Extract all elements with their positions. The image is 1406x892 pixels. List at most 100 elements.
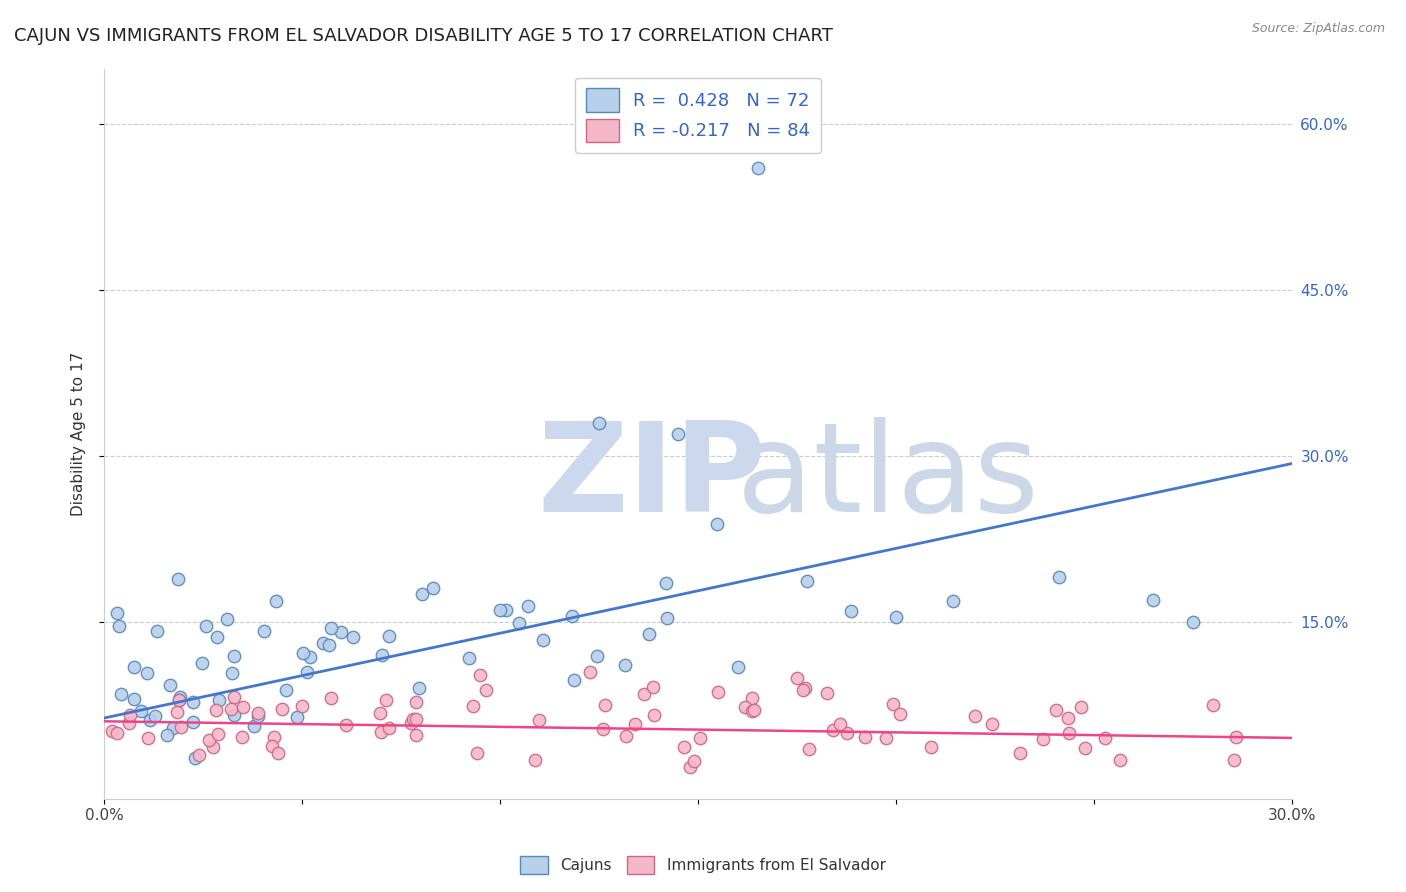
- Point: [624, 717, 647, 731]
- Point: [124, 691, 146, 706]
- Point: [734, 699, 756, 714]
- Point: [242, 719, 264, 733]
- Point: [585, 648, 607, 663]
- Point: [136, 731, 159, 745]
- Text: CAJUN VS IMMIGRANTS FROM EL SALVADOR DISABILITY AGE 5 TO 17 CORRELATION CHART: CAJUN VS IMMIGRANTS FROM EL SALVADOR DIS…: [14, 27, 832, 45]
- Point: [405, 695, 427, 709]
- Point: [613, 657, 636, 672]
- Text: ZIP: ZIP: [538, 417, 766, 538]
- Point: [1074, 740, 1097, 755]
- Point: [118, 715, 141, 730]
- Point: [162, 721, 184, 735]
- Point: [672, 739, 695, 754]
- Point: [222, 690, 245, 704]
- Point: [655, 611, 678, 625]
- Point: [146, 624, 169, 638]
- Point: [342, 631, 364, 645]
- Point: [405, 729, 427, 743]
- Point: [217, 612, 239, 626]
- Point: [187, 747, 209, 762]
- Point: [232, 700, 254, 714]
- Point: [263, 730, 285, 744]
- Point: [508, 615, 530, 630]
- Point: [488, 602, 510, 616]
- Point: [815, 686, 838, 700]
- Point: [205, 702, 228, 716]
- Point: [531, 632, 554, 647]
- Point: [167, 693, 190, 707]
- Point: [633, 687, 655, 701]
- Point: [1010, 746, 1032, 760]
- Point: [183, 695, 205, 709]
- Point: [201, 740, 224, 755]
- Point: [561, 608, 583, 623]
- Point: [377, 721, 399, 735]
- Point: [260, 739, 283, 753]
- Legend: R =  0.428   N = 72, R = -0.217   N = 84: R = 0.428 N = 72, R = -0.217 N = 84: [575, 78, 821, 153]
- Point: [319, 621, 342, 635]
- Point: [1032, 731, 1054, 746]
- Point: [107, 606, 129, 620]
- Point: [264, 593, 287, 607]
- Point: [875, 731, 897, 745]
- Text: Source: ZipAtlas.com: Source: ZipAtlas.com: [1251, 22, 1385, 36]
- Point: [742, 702, 765, 716]
- Point: [285, 710, 308, 724]
- Point: [741, 705, 763, 719]
- Point: [208, 693, 231, 707]
- Point: [253, 624, 276, 638]
- Point: [463, 699, 485, 714]
- Point: [207, 727, 229, 741]
- Point: [246, 706, 269, 720]
- Point: [231, 730, 253, 744]
- Point: [942, 594, 965, 608]
- Point: [181, 714, 204, 729]
- Point: [797, 741, 820, 756]
- Point: [980, 717, 1002, 731]
- Point: [1045, 703, 1067, 717]
- Point: [247, 709, 270, 723]
- Point: [593, 698, 616, 712]
- Point: [122, 659, 145, 673]
- Point: [319, 690, 342, 705]
- Point: [405, 712, 427, 726]
- Point: [1142, 592, 1164, 607]
- Point: [786, 671, 808, 685]
- Point: [143, 709, 166, 723]
- Point: [101, 724, 124, 739]
- Point: [120, 707, 142, 722]
- Point: [105, 726, 128, 740]
- Point: [169, 693, 191, 707]
- Point: [475, 683, 498, 698]
- Point: [1094, 731, 1116, 745]
- Point: [706, 516, 728, 531]
- Point: [167, 572, 190, 586]
- Point: [524, 753, 547, 767]
- Point: [562, 673, 585, 688]
- Point: [378, 629, 401, 643]
- Point: [821, 723, 844, 737]
- Point: [131, 705, 153, 719]
- Point: [221, 702, 243, 716]
- Point: [191, 656, 214, 670]
- Point: [371, 648, 394, 662]
- Point: [110, 687, 132, 701]
- Point: [169, 690, 191, 704]
- Point: [411, 587, 433, 601]
- Point: [666, 426, 689, 441]
- Point: [159, 678, 181, 692]
- Point: [370, 725, 392, 739]
- Point: [839, 604, 862, 618]
- Point: [184, 750, 207, 764]
- Point: [889, 706, 911, 721]
- Point: [402, 711, 425, 725]
- Point: [136, 665, 159, 680]
- Point: [588, 416, 610, 430]
- Point: [291, 646, 314, 660]
- Point: [592, 722, 614, 736]
- Point: [643, 707, 665, 722]
- Legend: Cajuns, Immigrants from El Salvador: Cajuns, Immigrants from El Salvador: [515, 850, 891, 880]
- Point: [1047, 570, 1070, 584]
- Point: [793, 681, 815, 695]
- Point: [527, 713, 550, 727]
